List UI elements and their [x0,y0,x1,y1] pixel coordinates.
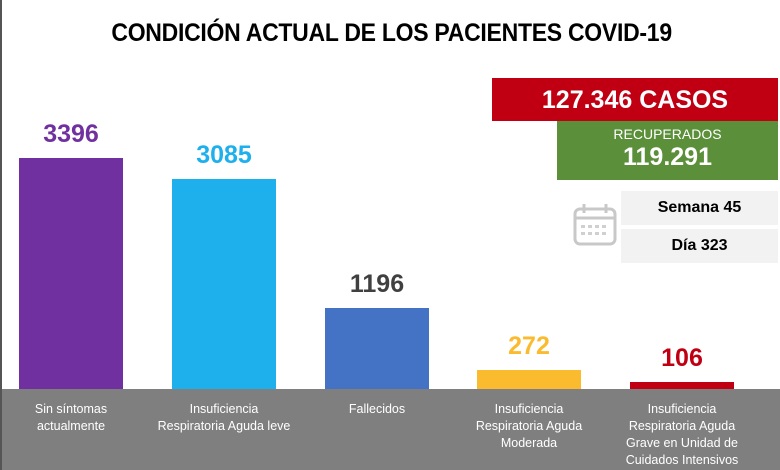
calendar-icon [573,204,617,246]
total-cases-label: 127.346 CASOS [541,86,729,114]
category-band [2,389,780,470]
category-label-line: Insuficiencia [494,402,564,416]
category-label-line: Insuficiencia [189,402,259,416]
value-label-3: 272 [508,332,550,361]
bar-1 [172,179,276,389]
category-label-4: Insuficiencia Respiratoria Aguda Grave en … [607,401,757,469]
chart-title: CONDICIÓN ACTUAL DE LOS PACIENTES COVID-… [111,19,672,47]
category-label-line: Cuidados Intensivos [625,453,739,467]
category-label-line: actualmente [36,419,106,433]
category-label-line: Respiratoria Aguda [475,419,583,433]
value-label-4: 106 [661,343,703,372]
category-label-line: Moderada [500,436,558,450]
category-label-2: Fallecidos [302,401,452,418]
bar-3 [477,370,581,389]
category-label-line: Sin síntomas [34,402,108,416]
category-label-line: Respiratoria Aguda leve [157,419,291,433]
recovered-label: RECUPERADOS [613,126,722,142]
recovered-box: RECUPERADOS 119.291 [557,121,778,180]
value-label-1: 3085 [196,141,252,170]
left-border [0,0,2,470]
category-label-3: Insuficiencia Respiratoria Aguda Moderada [454,401,604,452]
value-label-2: 1196 [349,269,405,298]
day-box: Día 323 [621,229,778,263]
category-label-line: Respiratoria Aguda [628,419,736,433]
category-label-0: Sin síntomas actualmente [0,401,146,435]
category-label-line: Grave en Unidad de [626,436,738,450]
bar-2 [325,307,429,389]
value-label-0: 3396 [43,120,99,148]
category-label-1: Insuficiencia Respiratoria Aguda leve [149,401,299,435]
bar-4 [630,381,734,389]
total-cases-box: 127.346 CASOS [492,78,778,121]
category-label-line: Insuficiencia [647,402,717,416]
bar-0 [19,158,123,389]
week-box: Semana 45 [621,191,778,225]
day-label: Día 323 [671,237,728,254]
recovered-value: 119.291 [623,143,712,171]
category-label-line: Fallecidos [348,402,406,416]
week-label: Semana 45 [657,199,742,216]
